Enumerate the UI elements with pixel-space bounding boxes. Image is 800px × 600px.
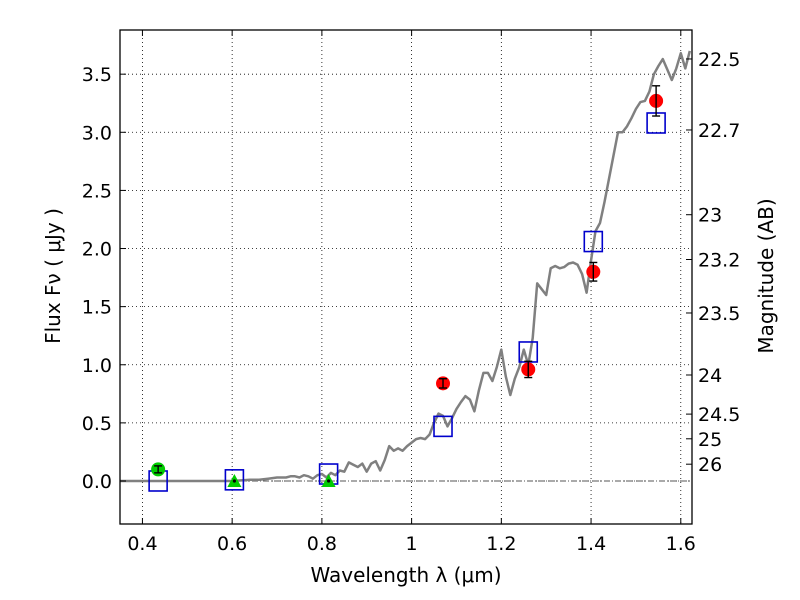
y-tick-label: 1.5 [82, 297, 112, 319]
model-photometry-box [433, 415, 453, 438]
observed-limit-marker-dot [232, 479, 236, 483]
x-tick-label: 1.4 [576, 533, 606, 555]
model-box-layer [148, 112, 666, 492]
model-photometry-box [583, 230, 604, 253]
y-tick-label: 2.0 [82, 239, 112, 261]
y2-tick-label: 22.5 [698, 49, 740, 71]
sed-model-line [120, 50, 692, 483]
y2-tick-label: 23.5 [698, 303, 740, 325]
x-tick-label: 1 [406, 533, 418, 555]
y2-axis-label: Magnitude (AB) [754, 198, 778, 353]
x-tick-label: 0.4 [127, 533, 157, 555]
y2-tick-label: 22.7 [698, 120, 740, 142]
x-axis-label: Wavelength λ (μm) [310, 563, 501, 587]
y-tick-label: 3.0 [82, 122, 112, 144]
sed-layer [120, 50, 692, 483]
y-tick-label: 2.5 [82, 180, 112, 202]
y2-tick-label: 26 [698, 454, 722, 476]
y-axis-label: Flux Fν ( μJy ) [41, 208, 65, 344]
y2-tick-label: 23.2 [698, 250, 740, 272]
observed-limit-marker-dot [327, 479, 331, 483]
tick-label-layer: 0.4 0.6 0.8 1 1.2 1.4 1.6 0.0 0.5 1.0 1.5 2.0 2.5 3.0… [82, 49, 741, 555]
y-tick-label: 0.5 [82, 413, 112, 435]
x-tick-label: 1.2 [486, 533, 516, 555]
y-tick-label: 0.0 [82, 471, 112, 493]
y-tick-label: 1.0 [82, 355, 112, 377]
x-tick-label: 1.6 [666, 533, 696, 555]
x-tick-label: 0.8 [307, 533, 337, 555]
errorbar-layer [154, 85, 661, 474]
model-photometry-box [224, 469, 245, 491]
y2-tick-label: 23 [698, 205, 722, 227]
y2-tick-label: 25 [698, 429, 722, 451]
y2-tick-label: 24 [698, 365, 722, 387]
y-tick-label: 3.5 [82, 64, 112, 86]
y2-tick-label: 24.5 [698, 404, 740, 426]
tick-layer [120, 30, 692, 524]
x-tick-label: 0.6 [217, 533, 247, 555]
grid [120, 30, 692, 524]
plot-frame [119, 29, 693, 525]
